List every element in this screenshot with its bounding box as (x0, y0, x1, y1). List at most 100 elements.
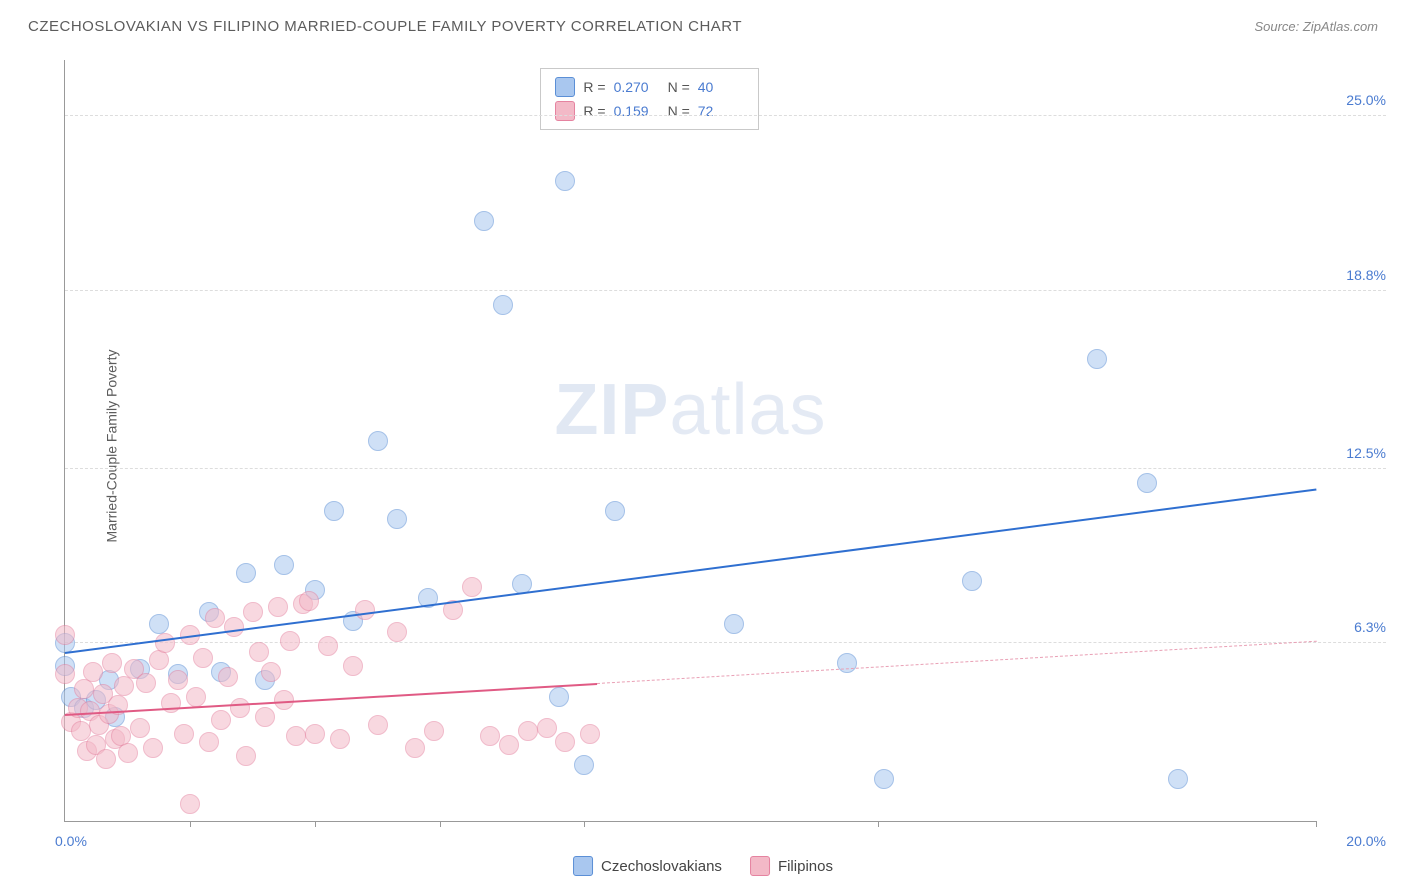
data-point (180, 794, 200, 814)
series-name: Czechoslovakians (601, 858, 722, 875)
legend-swatch (750, 856, 770, 876)
data-point (205, 608, 225, 628)
data-point (405, 738, 425, 758)
data-point (299, 591, 319, 611)
data-point (324, 501, 344, 521)
series-legend-item: Filipinos (750, 856, 833, 876)
data-point (286, 726, 306, 746)
data-point (368, 715, 388, 735)
data-point (218, 667, 238, 687)
data-point (249, 642, 269, 662)
data-point (424, 721, 444, 741)
chart-title: CZECHOSLOVAKIAN VS FILIPINO MARRIED-COUP… (28, 18, 742, 35)
data-point (549, 687, 569, 707)
plot-region: ZIPatlas R =0.270N =40R =0.159N =72 0.0%… (64, 60, 1316, 822)
legend-n-label: N = (668, 103, 690, 119)
data-point (605, 501, 625, 521)
data-point (555, 171, 575, 191)
x-axis-end-label: 20.0% (1346, 833, 1386, 849)
x-tick (584, 821, 585, 827)
series-name: Filipinos (778, 858, 833, 875)
x-tick (440, 821, 441, 827)
source-attribution: Source: ZipAtlas.com (1254, 19, 1378, 34)
series-legend: Czechoslovakians Filipinos (573, 856, 833, 876)
legend-n-value: 72 (698, 103, 744, 119)
data-point (236, 563, 256, 583)
data-point (118, 743, 138, 763)
data-point (236, 746, 256, 766)
data-point (305, 724, 325, 744)
correlation-legend: R =0.270N =40R =0.159N =72 (540, 68, 758, 130)
gridline (65, 115, 1386, 116)
legend-r-label: R = (583, 79, 605, 95)
data-point (387, 509, 407, 529)
data-point (143, 738, 163, 758)
data-point (962, 571, 982, 591)
watermark: ZIPatlas (554, 369, 826, 451)
data-point (274, 555, 294, 575)
data-point (55, 664, 75, 684)
data-point (193, 648, 213, 668)
data-point (130, 718, 150, 738)
legend-swatch (573, 856, 593, 876)
data-point (724, 614, 744, 634)
y-tick-label: 12.5% (1326, 445, 1386, 461)
data-point (102, 653, 122, 673)
legend-swatch (555, 101, 575, 121)
x-tick (878, 821, 879, 827)
data-point (1168, 769, 1188, 789)
legend-r-label: R = (583, 103, 605, 119)
gridline (65, 468, 1386, 469)
x-tick (1316, 821, 1317, 827)
series-legend-item: Czechoslovakians (573, 856, 722, 876)
data-point (224, 617, 244, 637)
legend-swatch (555, 77, 575, 97)
data-point (280, 631, 300, 651)
data-point (387, 622, 407, 642)
data-point (114, 676, 134, 696)
x-tick (190, 821, 191, 827)
data-point (1087, 349, 1107, 369)
data-point (230, 698, 250, 718)
y-tick-label: 6.3% (1326, 619, 1386, 635)
data-point (518, 721, 538, 741)
y-tick-label: 18.8% (1326, 267, 1386, 283)
data-point (580, 724, 600, 744)
data-point (480, 726, 500, 746)
data-point (555, 732, 575, 752)
data-point (74, 679, 94, 699)
gridline (65, 290, 1386, 291)
legend-n-value: 40 (698, 79, 744, 95)
data-point (83, 662, 103, 682)
data-point (837, 653, 857, 673)
data-point (343, 656, 363, 676)
data-point (96, 749, 116, 769)
data-point (255, 707, 275, 727)
x-tick (315, 821, 316, 827)
data-point (211, 710, 231, 730)
data-point (368, 431, 388, 451)
data-point (355, 600, 375, 620)
data-point (174, 724, 194, 744)
data-point (268, 597, 288, 617)
chart-area: Married-Couple Family Poverty ZIPatlas R… (50, 50, 1396, 842)
legend-n-label: N = (668, 79, 690, 95)
data-point (474, 211, 494, 231)
x-axis-origin-label: 0.0% (55, 833, 87, 849)
data-point (149, 614, 169, 634)
data-point (1137, 473, 1157, 493)
data-point (136, 673, 156, 693)
data-point (55, 625, 75, 645)
data-point (168, 670, 188, 690)
data-point (874, 769, 894, 789)
data-point (186, 687, 206, 707)
data-point (574, 755, 594, 775)
trend-line (597, 641, 1316, 684)
data-point (318, 636, 338, 656)
legend-r-value: 0.270 (614, 79, 660, 95)
data-point (462, 577, 482, 597)
data-point (537, 718, 557, 738)
data-point (199, 732, 219, 752)
data-point (330, 729, 350, 749)
data-point (243, 602, 263, 622)
